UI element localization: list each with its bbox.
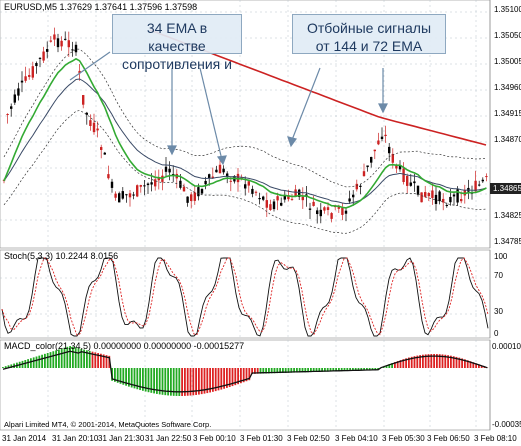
price-label: 1.35050 [494,31,521,40]
callout-ema-bounce: Отбойные сигналы от 144 и 72 EMA [292,14,446,54]
stoch-main-line [1,257,489,337]
time-label: 3 Feb 02:50 [287,434,330,443]
price-label: 1.34825 [494,211,521,220]
time-label: 31 Jan 2014 [2,434,47,443]
macd-level: 0.000107 [492,342,521,351]
bollinger-lower-line [3,110,487,234]
ema-34-line [3,57,487,209]
time-label: 31 Jan 21:30 [98,434,145,443]
macd-level: -0.000359 [492,420,521,429]
time-label: 3 Feb 05:30 [382,434,425,443]
current-price-marker [490,183,521,194]
callout-arrows [69,51,388,166]
ema-72-line [3,78,487,205]
chart-header: EURUSD,M5 1.37629 1.37641 1.37596 1.3759… [4,2,197,12]
time-label: 3 Feb 06:50 [427,434,470,443]
stoch-level: 0 [494,329,499,338]
price-axis: 1.35100 1.35050 1.35005 1.34960 1.34915 … [489,0,521,248]
stoch-header: Stoch(5,3,3) 10.2244 8.0156 [4,251,118,261]
stoch-level: 70 [494,271,503,280]
price-label: 1.34915 [494,109,521,118]
stoch-signal-line [1,257,489,336]
macd-histogram [2,346,489,396]
time-label: 31 Jan 22:50 [145,434,192,443]
time-label: 3 Feb 01:30 [240,434,283,443]
time-label: 31 Jan 20:10 [52,434,99,443]
price-label: 1.34870 [494,135,521,144]
time-label: 3 Feb 04:10 [335,434,378,443]
price-label: 1.35005 [494,57,521,66]
macd-header: MACD_color(21,34,5) 0.00000000 0.0000000… [4,341,244,351]
grid-lines [0,0,490,430]
callout-ema34: 34 EMA в качестве сопротивления и [112,14,242,72]
stoch-level: 100 [494,252,508,261]
time-label: 3 Feb 08:10 [474,434,517,443]
price-label: 1.34785 [494,237,521,246]
stoch-level: 30 [494,307,503,316]
time-label: 3 Feb 00:10 [193,434,236,443]
copyright-footer: Alpari Limited MT4, © 2001-2014, MetaQuo… [4,420,211,429]
time-axis: 31 Jan 2014 31 Jan 20:10 31 Jan 21:30 31… [2,434,517,443]
macd-signal-line [2,350,488,393]
current-price-text: 1.34865 [493,184,521,193]
price-label: 1.34960 [494,83,521,92]
price-label: 1.35100 [494,5,521,14]
bollinger-upper-line [3,48,487,188]
